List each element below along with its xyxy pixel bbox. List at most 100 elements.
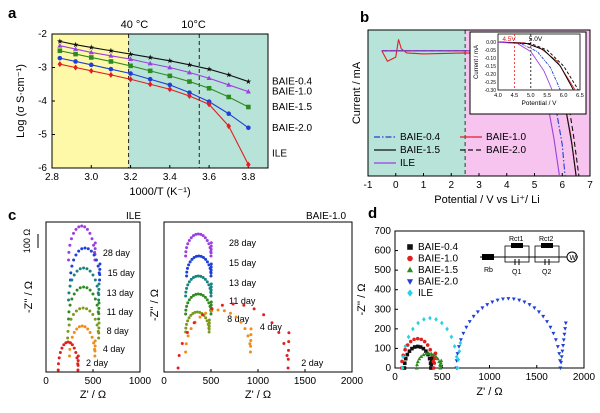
data-point-BAIE-1.5 <box>438 360 443 365</box>
data-point-11 day <box>93 297 97 301</box>
data-point-8 day <box>69 317 73 321</box>
x-tick-label: 1000 <box>129 376 152 387</box>
data-point-13 day <box>88 269 92 273</box>
data-point-4 day <box>246 334 250 338</box>
x-axis-label: 1000/T (K⁻¹) <box>129 186 190 198</box>
legend-label-BAIE-1.5: BAIE-1.5 <box>400 145 440 156</box>
series-label-BAIE-1.0: BAIE-1.0 <box>272 87 312 98</box>
inset-y-tick-label: -0.05 <box>485 48 497 54</box>
y-axis-label: -Z'' / Ω <box>23 281 35 313</box>
legend-marker-BAIE-1.5 <box>406 266 414 273</box>
data-point-BAIE-1.0 <box>415 336 420 341</box>
data-point-BAIE-1.0 <box>88 49 94 55</box>
data-point-2 day <box>286 348 290 352</box>
series-label-BAIE-1.5: BAIE-1.5 <box>272 102 312 113</box>
series-label-11 day: 11 day <box>229 296 256 306</box>
data-point-11 day <box>97 301 101 305</box>
data-point-4 day <box>248 342 252 346</box>
inset-x-tick-label: 5.0 <box>527 93 535 99</box>
data-point-ILE <box>456 357 461 363</box>
data-point-13 day <box>185 286 189 290</box>
data-point-8 day <box>74 309 78 313</box>
data-point-8 day <box>66 329 70 333</box>
data-point-28 day <box>77 225 81 229</box>
data-point-28 day <box>203 236 207 240</box>
x-axis-label: Potential / V vs Li⁺/ Li <box>434 194 539 206</box>
data-point-ILE <box>206 101 212 108</box>
data-point-4 day <box>86 327 90 331</box>
legend-label-BAIE-0.4: BAIE-0.4 <box>400 132 440 143</box>
data-point-BAIE-2.0 <box>187 90 192 95</box>
data-point-4 day <box>228 311 232 315</box>
series-label-15 day: 15 day <box>108 268 136 278</box>
data-point-BAIE-2.0 <box>167 82 173 88</box>
data-point-4 day <box>93 339 97 343</box>
data-point-4 day <box>198 315 202 319</box>
data-point-2 day <box>58 351 62 355</box>
data-point-4 day <box>249 338 253 342</box>
data-point-BAIE-2.0 <box>458 338 463 342</box>
data-point-BAIE-2.0 <box>562 332 567 337</box>
data-point-15 day <box>89 249 93 253</box>
data-point-13 day <box>97 293 101 297</box>
legend-label-BAIE-1.5: BAIE-1.5 <box>418 265 458 276</box>
data-point-ILE <box>108 71 114 78</box>
data-point-BAIE-2.0 <box>495 298 500 303</box>
data-point-13 day <box>209 294 213 298</box>
data-point-BAIE-1.5 <box>187 79 192 84</box>
x-tick-label: 1500 <box>526 372 549 383</box>
data-point-2 day <box>76 363 80 367</box>
data-point-4 day <box>243 327 247 331</box>
data-point-BAIE-2.0 <box>563 327 568 331</box>
inset-y-tick-label: -0.25 <box>485 80 497 86</box>
data-point-4 day <box>204 311 208 315</box>
data-point-BAIE-1.0 <box>412 337 416 342</box>
data-point-15 day <box>92 253 96 257</box>
y-tick-label: 500 <box>374 265 391 276</box>
data-point-13 day <box>68 284 72 288</box>
circuit-branch-0 <box>504 245 530 263</box>
data-point-15 day <box>194 254 198 258</box>
legend-label-ILE: ILE <box>418 288 433 299</box>
data-point-15 day <box>69 271 73 275</box>
data-point-13 day <box>97 287 101 291</box>
data-point-13 day <box>209 291 213 295</box>
data-point-4 day <box>88 331 92 335</box>
panel-letter-a: a <box>8 5 17 22</box>
y-tick-label: -6 <box>38 163 47 174</box>
data-point-BAIE-0.4 <box>402 361 407 366</box>
y-axis-label: Log (σ S·cm⁻¹) <box>15 64 27 138</box>
data-point-4 day <box>186 334 190 338</box>
data-point-BAIE-2.0 <box>490 300 495 305</box>
data-point-28 day <box>67 250 71 254</box>
data-point-8 day <box>193 310 197 314</box>
data-point-BAIE-2.0 <box>559 355 564 359</box>
data-point-8 day <box>207 324 211 328</box>
data-point-13 day <box>85 267 89 271</box>
equivalent-circuit: Rb Rct1 Q1 Rct2 Q2 W <box>480 236 578 276</box>
data-point-13 day <box>93 278 97 282</box>
data-point-28 day <box>93 241 97 245</box>
data-point-13 day <box>209 288 213 292</box>
data-point-BAIE-2.0 <box>548 325 553 330</box>
x-tick-label: 2000 <box>573 372 596 383</box>
data-point-2 day <box>282 342 286 346</box>
data-point-8 day <box>93 317 97 321</box>
x-tick-label: 0 <box>393 180 399 191</box>
shade-region-cool <box>128 34 268 168</box>
inset-y-tick-label: -0.20 <box>485 72 497 78</box>
data-point-BAIE-1.5 <box>437 359 442 364</box>
circuit-branch-1 <box>534 245 560 263</box>
series-label-13 day: 13 day <box>229 278 257 288</box>
data-point-BAIE-1.5 <box>439 358 444 363</box>
data-point-8 day <box>186 319 190 323</box>
data-point-BAIE-0.4 <box>225 71 232 78</box>
data-point-8 day <box>66 336 70 340</box>
data-point-2 day <box>74 351 78 355</box>
data-point-ILE <box>422 317 426 322</box>
data-point-28 day <box>67 258 71 262</box>
data-point-8 day <box>88 309 92 313</box>
data-point-2 day <box>287 340 291 344</box>
inset-frame-outer <box>469 31 587 115</box>
data-point-4 day <box>93 344 97 348</box>
